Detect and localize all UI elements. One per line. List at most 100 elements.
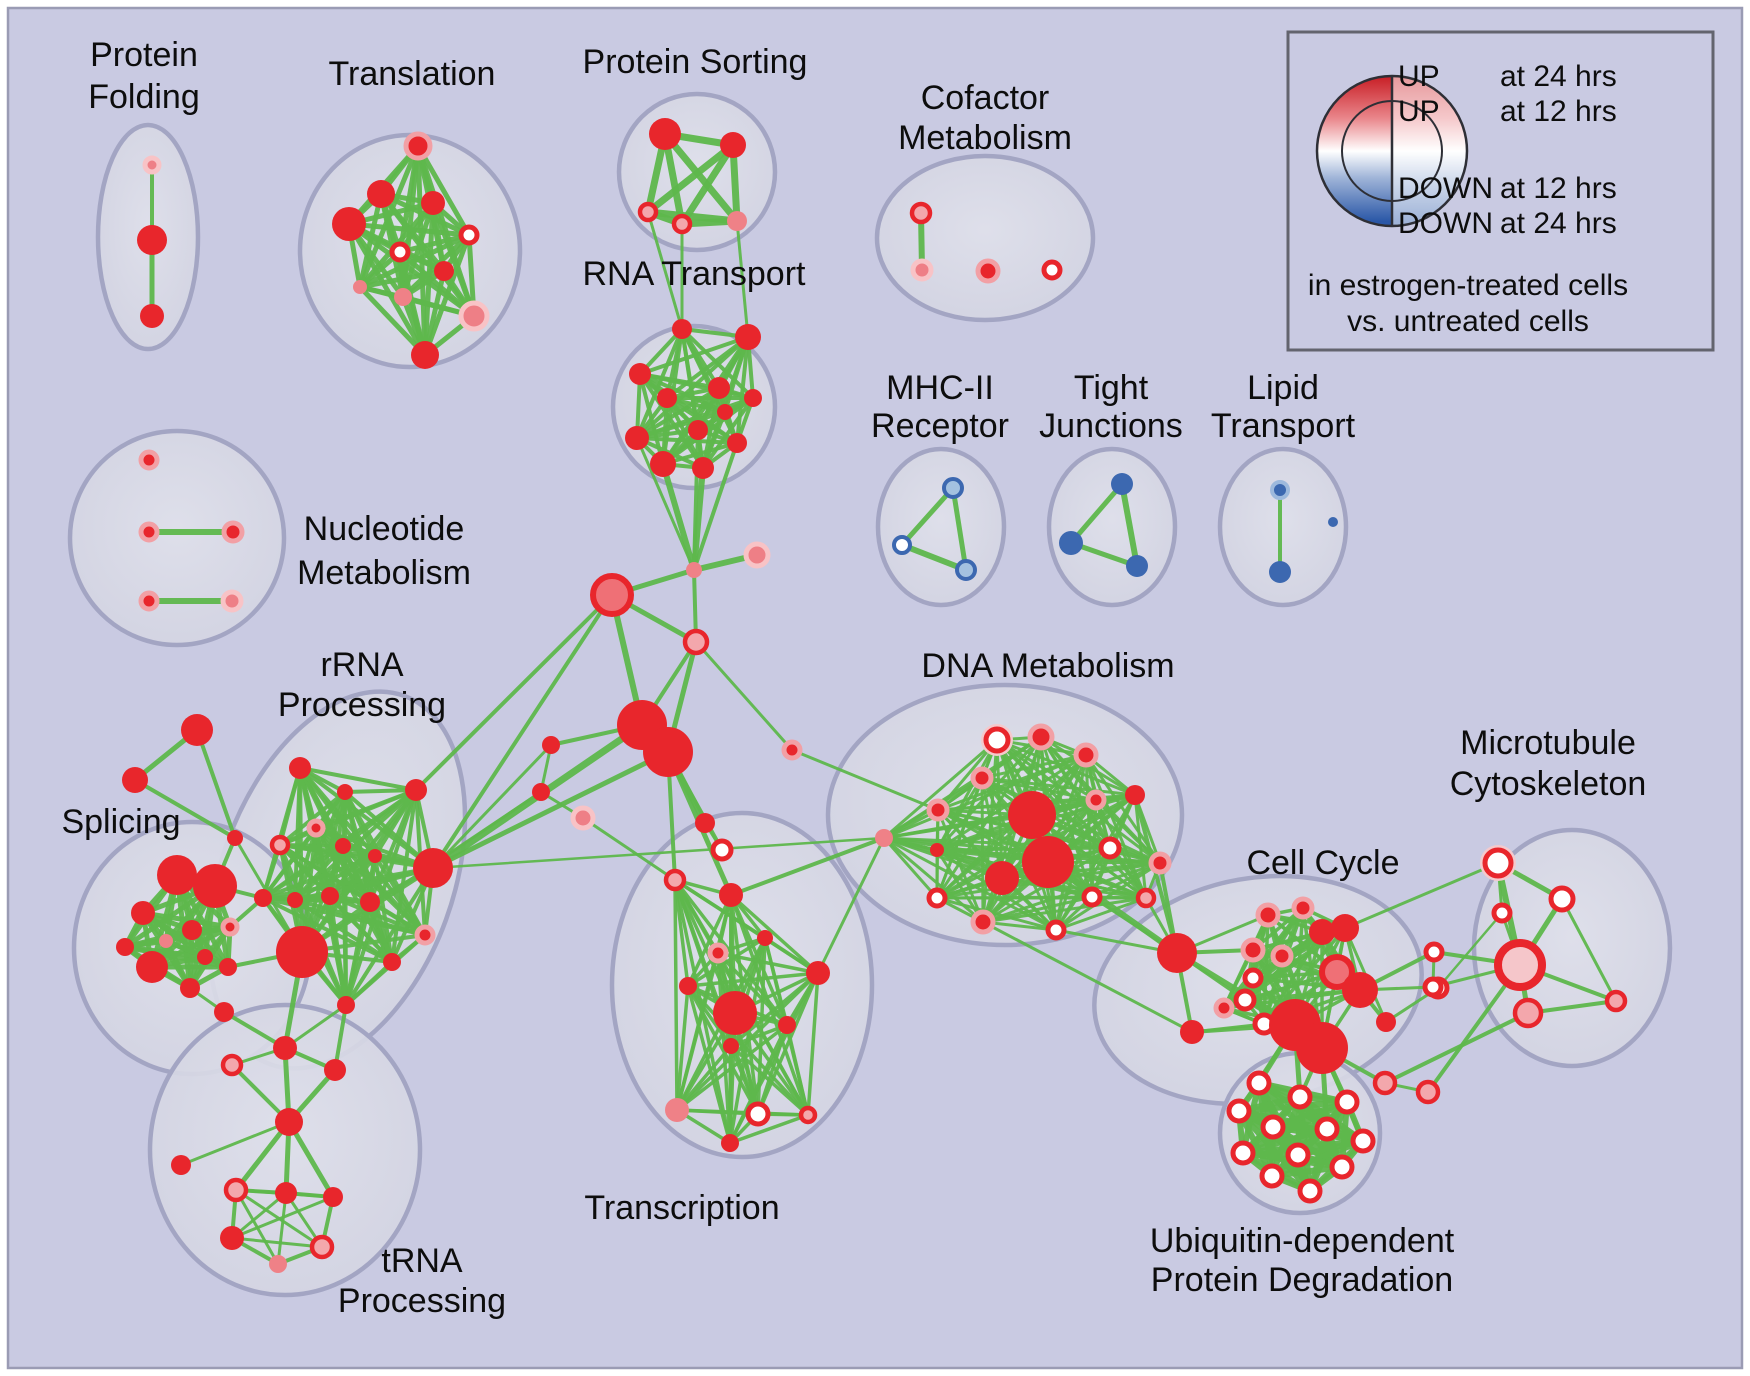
network-node-cf xyxy=(909,201,933,225)
network-node-rna xyxy=(629,363,651,385)
network-edge xyxy=(686,984,810,1117)
network-edge xyxy=(298,766,418,792)
network-node-rna xyxy=(708,377,730,399)
network-node-mhc xyxy=(942,477,964,499)
network-node-rr xyxy=(337,996,355,1014)
cluster-label-ps: Protein Sorting xyxy=(583,43,808,81)
network-node-dm xyxy=(1073,742,1099,768)
network-edge xyxy=(661,130,741,225)
network-node-tr xyxy=(458,300,490,332)
cluster-label-so: Splicing xyxy=(61,803,180,841)
cluster-label-ub: Protein Degradation xyxy=(1151,1261,1453,1299)
network-edge xyxy=(343,788,418,794)
network-node-dm xyxy=(983,726,1011,754)
cluster-label-mt: Microtubule xyxy=(1460,724,1636,762)
network-node-cc xyxy=(1213,997,1235,1019)
network-node-rna xyxy=(744,389,762,407)
cluster-label-mhc: Receptor xyxy=(871,407,1009,445)
network-node-tx xyxy=(798,1105,818,1125)
network-node-cc xyxy=(1342,972,1378,1008)
cluster-label-tn: tRNA xyxy=(381,1242,463,1280)
network-edge xyxy=(368,900,427,937)
network-node-ub xyxy=(1285,1142,1311,1168)
network-edge xyxy=(935,846,1112,900)
network-node-tn xyxy=(323,1187,343,1207)
network-node-tr xyxy=(389,241,411,263)
network-edge xyxy=(1068,481,1125,546)
network-node-nm xyxy=(220,589,244,613)
network-edge xyxy=(646,210,684,331)
network-edge xyxy=(414,593,614,792)
network-node-rr xyxy=(254,889,272,907)
network-edge xyxy=(882,836,939,900)
network-edge xyxy=(899,485,956,548)
cluster-label-pf: Protein xyxy=(90,36,198,74)
network-node-rr xyxy=(321,887,339,905)
network-node-rna xyxy=(688,420,708,440)
network-node-tx xyxy=(679,977,697,995)
network-edge xyxy=(635,410,727,440)
network-node-dm xyxy=(1148,851,1172,875)
network-edge xyxy=(283,1003,348,1050)
network-edge xyxy=(728,1113,810,1145)
network-edge xyxy=(195,728,237,840)
network-edge xyxy=(935,896,1058,932)
network-node-mt xyxy=(1512,997,1544,1029)
network-node-dm xyxy=(1008,791,1056,839)
network-edge xyxy=(935,798,1098,900)
network-edge xyxy=(882,836,985,924)
network-node-tn xyxy=(269,1255,287,1273)
network-edge xyxy=(935,776,984,900)
network-node-rr xyxy=(405,779,427,801)
legend-direction-2: DOWN xyxy=(1398,172,1493,205)
network-edge xyxy=(728,1023,789,1145)
network-node-mt xyxy=(1548,885,1576,913)
network-edge xyxy=(357,284,428,358)
network-edge xyxy=(581,816,677,882)
network-edge xyxy=(1054,793,1137,932)
network-node-ub xyxy=(1246,1070,1272,1096)
legend-direction-3: DOWN xyxy=(1398,207,1493,240)
network-node-tn xyxy=(220,1053,244,1077)
network-node-sp xyxy=(131,901,155,925)
network-node-rr xyxy=(269,834,291,856)
network-edge xyxy=(314,788,418,830)
network-edge xyxy=(644,141,737,216)
network-edge xyxy=(882,738,999,840)
network-node-tn xyxy=(220,1226,244,1250)
network-node-tn xyxy=(223,1177,249,1203)
legend-time-0: at 24 hrs xyxy=(1500,60,1617,93)
network-edge xyxy=(816,836,886,975)
network-node-rr xyxy=(383,953,401,971)
network-node-tx xyxy=(707,942,729,964)
network-edge xyxy=(686,893,733,988)
cluster-label-mhc: MHC-II xyxy=(886,369,994,407)
cluster-label-cc: Cell Cycle xyxy=(1246,844,1399,882)
network-node-dm xyxy=(1027,723,1055,751)
network-node-ps xyxy=(727,211,747,231)
network-node-hb xyxy=(542,736,560,754)
network-node-pf xyxy=(140,304,164,328)
network-node-dm xyxy=(970,766,994,790)
network-edge xyxy=(716,951,820,975)
network-edge xyxy=(981,920,1194,1034)
network-edge xyxy=(1054,896,1148,932)
network-node-hb xyxy=(743,541,771,569)
cluster-ellipse-lt xyxy=(1217,446,1349,608)
legend-direction-1: UP xyxy=(1398,95,1440,128)
network-node-ub xyxy=(1350,1128,1376,1154)
network-node-cc xyxy=(1296,1022,1348,1074)
network-node-hb xyxy=(590,573,634,617)
network-node-tx xyxy=(806,961,830,985)
network-node-tn xyxy=(309,1234,335,1260)
network-edge xyxy=(1000,876,1148,900)
network-node-tn xyxy=(273,1036,297,1060)
cluster-ellipse-tj xyxy=(1046,446,1178,608)
network-node-ub xyxy=(1260,1114,1286,1140)
network-node-hb xyxy=(695,813,715,833)
network-node-cc xyxy=(1255,902,1281,928)
network-node-ub xyxy=(1259,1163,1285,1189)
network-node-rr xyxy=(289,757,311,779)
